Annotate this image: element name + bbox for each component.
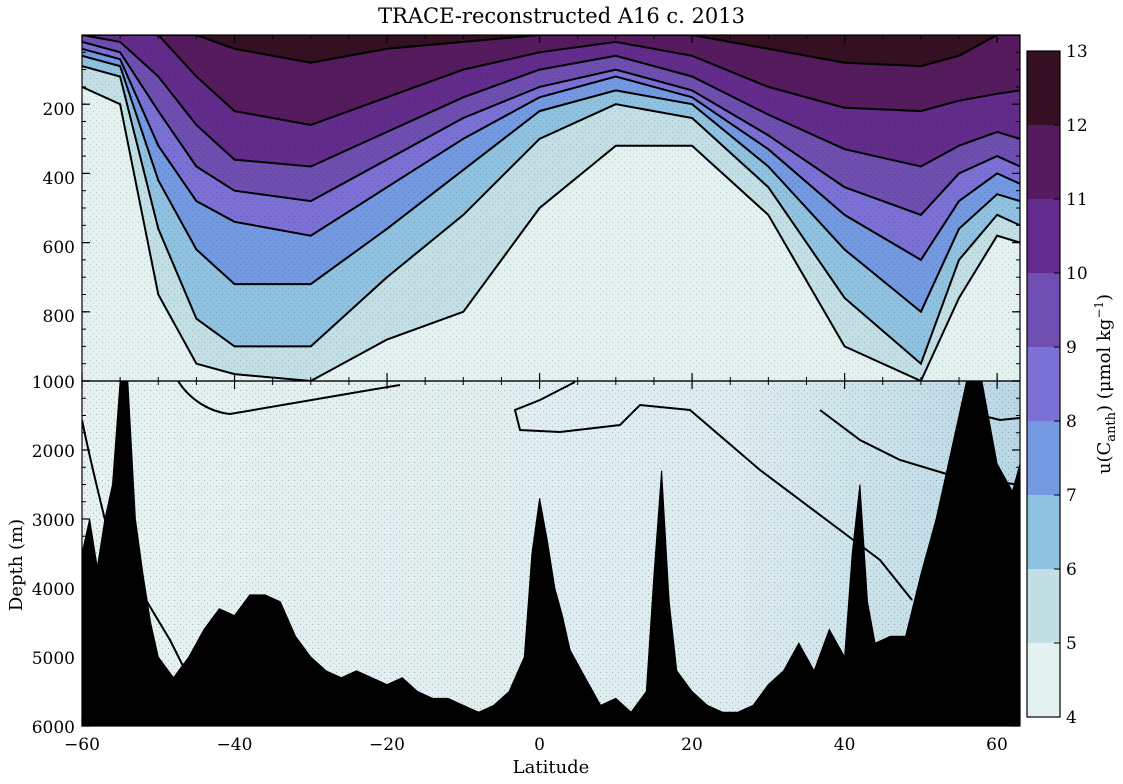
colorbar-swatch: [1027, 347, 1060, 421]
y-tick-label: 6000: [32, 718, 75, 738]
x-tick-label: 20: [681, 735, 703, 755]
colorbar-tick-label: 12: [1066, 116, 1088, 136]
colorbar-tick-label: 13: [1066, 42, 1088, 62]
colorbar-label: u(Canth) (μmol kg−1): [1092, 294, 1119, 474]
axis-ticks: [81, 35, 1020, 727]
colorbar-swatch: [1027, 125, 1060, 199]
lower-depth-panel: [82, 381, 1020, 726]
colorbar-tick-label: 9: [1066, 338, 1077, 358]
x-tick-label: 40: [834, 735, 856, 755]
y-tick-label: 1000: [32, 373, 75, 393]
upper-depth-panel: [82, 35, 1020, 381]
x-tick-label: 0: [534, 735, 545, 755]
y-tick-label: 600: [43, 238, 75, 258]
x-axis-tick-labels: −60 −40 −20 0 20 40 60: [64, 735, 1008, 755]
deep-contour-line-5b: [513, 381, 913, 601]
x-tick-label: −20: [369, 735, 405, 755]
y-tick-label: 800: [43, 307, 75, 327]
y-tick-label: 3000: [32, 511, 75, 531]
y-tick-label: 200: [43, 100, 75, 120]
x-tick-label: 60: [986, 735, 1008, 755]
y-axis-label: Depth (m): [6, 519, 27, 611]
x-tick-label: −60: [64, 735, 100, 755]
colorbar-swatch: [1027, 51, 1060, 125]
x-tick-label: −40: [217, 735, 253, 755]
colorbar-tick-label: 4: [1066, 708, 1077, 728]
lower-y-tick-labels: 2000 3000 4000 5000 6000: [32, 442, 75, 738]
bathymetry: [82, 381, 1020, 726]
colorbar-swatch: [1027, 199, 1060, 273]
upper-stipple-overlay: [82, 35, 1020, 381]
upper-y-tick-labels: 200 400 600 800 1000: [32, 100, 75, 393]
y-tick-label: 5000: [32, 649, 75, 669]
y-tick-label: 4000: [32, 580, 75, 600]
colorbar-tick-label: 10: [1066, 264, 1088, 284]
colorbar-frame: [1026, 50, 1061, 718]
y-tick-label: 2000: [32, 442, 75, 462]
colorbar: 4 5 6 7 8 9 10 11 12 13: [1026, 42, 1088, 728]
colorbar-swatch: [1027, 495, 1060, 569]
colorbar-swatch: [1027, 273, 1060, 347]
colorbar-swatch: [1027, 643, 1060, 717]
x-axis-label: Latitude: [513, 757, 590, 778]
colorbar-tick-label: 5: [1066, 634, 1077, 654]
colorbar-swatch: [1027, 421, 1060, 495]
colorbar-tick-label: 7: [1066, 486, 1077, 506]
colorbar-tick-label: 6: [1066, 560, 1077, 580]
chart-title: TRACE-reconstructed A16 c. 2013: [378, 4, 745, 28]
colorbar-tick-label: 11: [1066, 190, 1088, 210]
colorbar-swatch: [1027, 569, 1060, 643]
y-tick-label: 400: [43, 169, 75, 189]
colorbar-tick-label: 8: [1066, 412, 1077, 432]
